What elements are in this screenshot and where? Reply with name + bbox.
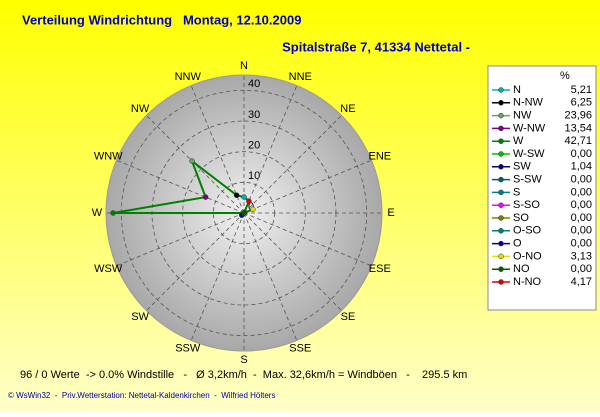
legend-marker	[498, 279, 504, 285]
angle-label: E	[387, 207, 394, 219]
data-point	[110, 210, 116, 216]
legend-marker	[498, 112, 504, 119]
legend-marker	[498, 176, 504, 183]
legend-value: 3,13	[571, 250, 592, 262]
angle-label: WNW	[94, 151, 123, 163]
angle-label: NW	[131, 103, 150, 115]
grid-spoke	[116, 159, 245, 214]
legend-value: 23,96	[564, 110, 592, 122]
legend-name: W-SW	[513, 148, 545, 160]
r-tick-label: 30	[248, 109, 260, 121]
grid-spoke	[243, 212, 372, 267]
data-point	[189, 158, 195, 164]
legend-name: NW	[513, 110, 532, 122]
chart-title: Verteilung Windrichtung Montag, 12.10.20…	[22, 12, 301, 27]
data-point	[241, 194, 247, 200]
angle-label: SW	[131, 311, 149, 323]
r-tick-label: 10	[248, 170, 260, 182]
legend-value: 0,00	[571, 174, 592, 186]
angle-label: NE	[340, 103, 355, 115]
data-point	[202, 194, 209, 200]
legend-name: S-SO	[513, 199, 540, 211]
data-point	[241, 210, 247, 216]
angle-label: WSW	[94, 263, 123, 275]
legend-name: O-NO	[513, 250, 542, 262]
legend-name: SO	[513, 212, 529, 224]
angle-label: SE	[341, 311, 356, 323]
legend-marker	[498, 151, 504, 157]
legend-marker	[498, 164, 504, 170]
chart-subtitle: Spitalstraße 7, 41334 Nettetal -	[282, 39, 470, 54]
grid-spoke	[243, 212, 298, 341]
angle-label: ENE	[368, 151, 391, 163]
angle-label: W	[92, 207, 103, 219]
legend-title: %	[560, 70, 570, 82]
legend-name: O-SO	[513, 225, 542, 237]
angle-label: SSW	[175, 343, 201, 355]
legend-name: W	[513, 135, 524, 147]
grid-spoke	[116, 212, 245, 267]
legend-marker	[498, 100, 504, 106]
data-point	[246, 198, 252, 204]
legend-value: 0,00	[571, 148, 592, 160]
legend-value: 0,00	[571, 199, 592, 211]
angle-label: N	[240, 60, 248, 72]
legend-name: NO	[513, 263, 530, 275]
legend-name: W-NW	[513, 122, 546, 134]
grid-spoke	[190, 212, 245, 341]
r-tick-label: 0	[248, 201, 254, 213]
grid-spoke	[146, 115, 245, 214]
legend-marker	[498, 266, 504, 272]
legend-name: O	[513, 238, 522, 250]
legend-marker	[498, 138, 504, 144]
footer: 96 / 0 Werte -> 0.0% Windstille - Ø 3,2k…	[20, 369, 467, 381]
legend-value: 42,71	[564, 135, 592, 147]
legend-name: S-SW	[513, 174, 542, 186]
legend-value: 6,25	[571, 97, 592, 109]
legend-value: 13,54	[564, 122, 592, 134]
grid-spoke	[243, 159, 372, 214]
legend-value: 0,00	[571, 238, 592, 250]
legend-value: 0,00	[571, 212, 592, 224]
legend-name: N-NW	[513, 97, 544, 109]
grid-spoke	[243, 212, 342, 311]
data-point	[250, 206, 256, 213]
grid-spoke	[146, 212, 245, 311]
legend-marker	[498, 228, 504, 234]
legend-value: 1,04	[571, 161, 592, 173]
angle-label: SSE	[289, 343, 311, 355]
legend-marker	[498, 240, 504, 247]
angle-label: NNE	[289, 71, 312, 83]
grid-spoke	[243, 85, 298, 214]
credit: © WsWin32 - Priv.Wetterstation: Nettetal…	[8, 391, 275, 400]
r-tick-label: 40	[248, 78, 260, 90]
legend-name: SW	[513, 161, 531, 173]
angle-label: S	[240, 354, 247, 366]
legend-marker	[498, 125, 504, 132]
legend-value: 4,17	[571, 276, 592, 288]
legend-marker	[498, 202, 504, 208]
angle-label: NNW	[175, 71, 202, 83]
legend-name: S	[513, 186, 520, 198]
legend-marker	[498, 189, 504, 196]
legend-name: N	[513, 84, 521, 96]
angle-label: ESE	[369, 263, 391, 275]
legend-marker	[498, 87, 504, 93]
legend-value: 0,00	[571, 225, 592, 237]
grid-spoke	[190, 85, 245, 214]
legend-marker	[498, 215, 504, 221]
legend-marker	[498, 253, 504, 260]
grid-spoke	[243, 115, 342, 214]
r-tick-label: 20	[248, 140, 260, 152]
legend-value: 0,00	[571, 263, 592, 275]
legend-value: 0,00	[571, 186, 592, 198]
legend-value: 5,21	[571, 84, 592, 96]
data-point	[233, 192, 240, 199]
legend-name: N-NO	[513, 276, 542, 288]
